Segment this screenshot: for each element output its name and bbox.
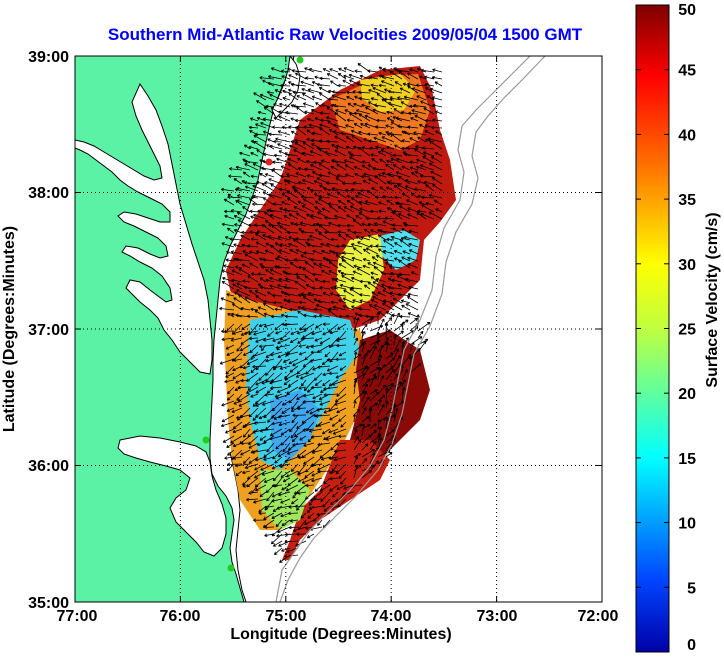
x-tick-labels: 77:00 76:00 75:00 74:00 73:00 72:00 xyxy=(57,608,619,625)
colorbar-tick-label: 15 xyxy=(678,451,696,468)
colorbar-tick-label: 5 xyxy=(687,580,696,597)
y-tick-label: 39:00 xyxy=(28,49,69,66)
y-tick-label: 36:00 xyxy=(28,458,69,475)
bathymetry-contours xyxy=(275,56,546,602)
colorbar xyxy=(635,4,670,653)
station-marker xyxy=(265,158,273,166)
y-tick-labels: 35:00 36:00 37:00 38:00 39:00 xyxy=(28,49,69,612)
chesapeake-bay xyxy=(75,82,213,375)
y-tick-label: 35:00 xyxy=(28,595,69,612)
colorbar-tick-label: 45 xyxy=(678,63,696,80)
x-tick-label: 73:00 xyxy=(477,608,518,625)
colorbar-tick-label: 10 xyxy=(678,516,696,533)
colorbar-label: Surface Velocity (cm/s) xyxy=(704,212,721,387)
station-marker xyxy=(202,436,210,444)
colorbar-tick-label: 0 xyxy=(687,637,696,654)
velocity-arrows xyxy=(219,63,443,563)
y-tick-label: 38:00 xyxy=(28,185,69,202)
x-tick-label: 75:00 xyxy=(266,608,307,625)
x-axis-label: Longitude (Degrees:Minutes) xyxy=(230,626,451,643)
x-tick-label: 77:00 xyxy=(57,608,98,625)
x-tick-label: 76:00 xyxy=(160,608,201,625)
colorbar-ticks: 0 5 10 15 20 25 30 35 40 45 50 xyxy=(636,2,696,654)
velocity-vectors xyxy=(219,63,443,563)
x-tick-label: 74:00 xyxy=(371,608,412,625)
y-axis-label: Latitude (Degrees:Minutes) xyxy=(1,226,18,432)
colorbar-tick-label: 35 xyxy=(678,192,696,209)
velocity-region-south-tail xyxy=(282,440,390,560)
colorbar-tick-label: 40 xyxy=(678,127,696,144)
colorbar-tick-label: 30 xyxy=(678,257,696,274)
station-marker xyxy=(227,564,235,572)
barrier-islands xyxy=(229,451,247,602)
colorbar-tick-label: 20 xyxy=(678,386,696,403)
x-tick-label: 72:00 xyxy=(578,608,619,625)
figure-title: Southern Mid-Atlantic Raw Velocities 200… xyxy=(108,25,583,44)
grid-lines xyxy=(75,56,602,602)
tick-marks xyxy=(75,56,602,602)
colorbar-tick-label: 25 xyxy=(678,322,696,339)
radar-stations xyxy=(202,56,304,572)
y-tick-label: 37:00 xyxy=(28,322,69,339)
colorbar-tick-label: 50 xyxy=(678,2,696,19)
station-marker xyxy=(296,56,304,64)
